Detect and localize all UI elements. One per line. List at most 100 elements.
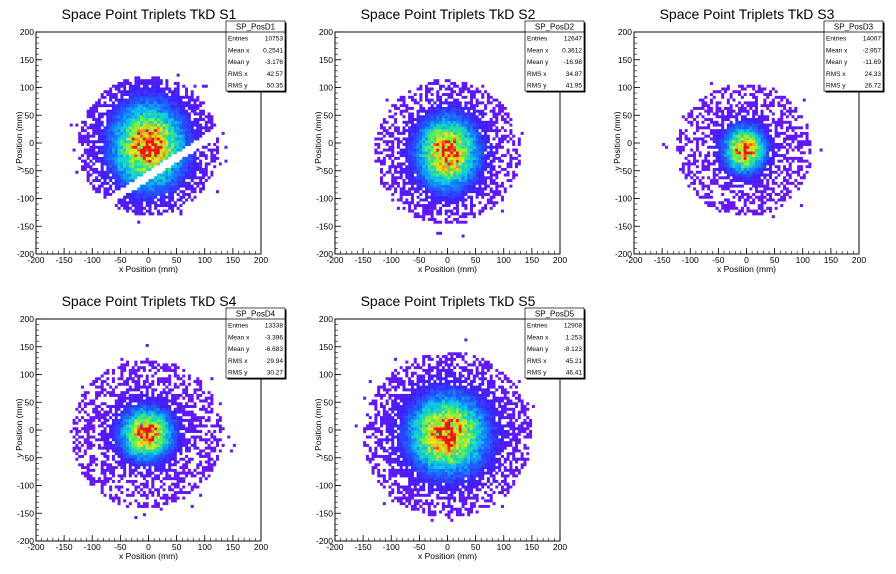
heatmap-cell	[109, 167, 113, 171]
heatmap-cell	[148, 131, 152, 135]
heatmap-cell	[114, 449, 118, 453]
heatmap-cell	[106, 123, 110, 127]
heatmap-cell	[86, 151, 90, 155]
heatmap-cell	[509, 137, 513, 141]
heatmap-cell	[405, 143, 409, 146]
heatmap-cell	[137, 93, 141, 97]
heatmap-cell	[97, 145, 101, 149]
heatmap-cell	[444, 184, 448, 188]
heatmap-cell	[799, 140, 803, 144]
heatmap-cell	[199, 118, 203, 121]
heatmap-cell	[430, 143, 434, 146]
heatmap-cell	[416, 137, 420, 141]
heatmap-cell	[707, 112, 711, 116]
heatmap-cell	[757, 154, 761, 158]
heatmap-cell	[176, 95, 180, 99]
heatmap-cell	[148, 98, 152, 102]
heatmap-cell	[712, 162, 716, 166]
heatmap-cell	[481, 109, 485, 113]
heatmap-cell	[500, 198, 504, 202]
heatmap-cell	[382, 129, 386, 133]
heatmap-cell	[159, 156, 163, 160]
heatmap-cell	[142, 192, 146, 196]
heatmap-cell	[467, 151, 471, 155]
heatmap-cell	[154, 134, 158, 138]
heatmap-cell	[196, 167, 200, 171]
heatmap-cell	[478, 176, 482, 180]
heatmap-cell	[182, 179, 186, 183]
heatmap-cell	[819, 148, 823, 152]
heatmap-cell	[134, 162, 138, 166]
heatmap-cell	[111, 140, 115, 144]
heatmap-cell	[106, 151, 110, 155]
heatmap-cell	[123, 399, 127, 403]
heatmap-cell	[120, 115, 124, 119]
heatmap-cell	[695, 123, 699, 127]
heatmap-cell	[399, 95, 403, 99]
heatmap-cell	[500, 167, 504, 171]
heatmap-cell	[176, 93, 180, 97]
heatmap-cell	[724, 131, 728, 135]
heatmap-cell	[171, 140, 175, 144]
heatmap-cell	[450, 104, 454, 108]
heatmap-cell	[78, 441, 82, 445]
heatmap-cell	[106, 162, 110, 166]
heatmap-cell	[729, 148, 733, 152]
heatmap-cell	[430, 81, 434, 85]
heatmap-cell	[199, 181, 203, 185]
heatmap-cell	[738, 165, 742, 169]
heatmap-cell	[416, 123, 420, 127]
heatmap-cell	[89, 126, 93, 130]
heatmap-cell	[506, 112, 510, 116]
heatmap-cell	[478, 190, 482, 194]
heatmap-cell	[410, 115, 414, 119]
heatmap-cell	[783, 154, 787, 158]
heatmap-cell	[486, 154, 490, 158]
heatmap-cell	[131, 204, 135, 208]
heatmap-cell	[684, 118, 688, 121]
heatmap-cell	[168, 181, 172, 185]
heatmap-cell	[752, 93, 756, 97]
heatmap-cell	[726, 109, 730, 113]
heatmap-cell	[106, 104, 110, 108]
heatmap-cell	[168, 95, 172, 99]
heatmap-cell	[788, 123, 792, 127]
heatmap-cell	[114, 443, 118, 447]
heatmap-cell	[455, 134, 459, 138]
heatmap-cell	[754, 181, 758, 185]
heatmap-cell	[134, 170, 138, 174]
heatmap-cell	[777, 120, 781, 124]
heatmap-cell	[408, 173, 412, 177]
heatmap-cell	[478, 159, 482, 163]
heatmap-cell	[478, 148, 482, 152]
heatmap-cell	[399, 109, 403, 113]
heatmap-cell	[213, 156, 217, 160]
heatmap-cell	[453, 118, 457, 121]
heatmap-cell	[707, 123, 711, 127]
heatmap-cell	[495, 120, 499, 124]
heatmap-cell	[111, 167, 115, 171]
heatmap-cell	[467, 90, 471, 94]
heatmap-cell	[148, 81, 152, 85]
heatmap-cell	[137, 190, 141, 194]
heatmap-cell	[444, 123, 448, 127]
heatmap-cell	[503, 154, 507, 158]
heatmap-cell	[453, 170, 457, 174]
heatmap-cell	[746, 140, 750, 144]
heatmap-cell	[97, 120, 101, 124]
heatmap-cell	[769, 162, 773, 166]
heatmap-cell	[117, 106, 121, 110]
heatmap-cell	[213, 165, 217, 169]
heatmap-cell	[176, 173, 180, 177]
y-tick-label: 50	[623, 110, 633, 120]
heatmap-cell	[752, 156, 756, 160]
heatmap-cell	[148, 129, 152, 133]
heatmap-peak-cell	[145, 154, 149, 157]
heatmap-cell	[173, 190, 177, 194]
heatmap-cell	[470, 170, 474, 174]
stats-label: Entries	[527, 36, 548, 43]
heatmap-cell	[83, 396, 87, 400]
heatmap-cell	[681, 165, 685, 169]
heatmap-cell	[430, 192, 434, 196]
heatmap-cell	[771, 120, 775, 124]
